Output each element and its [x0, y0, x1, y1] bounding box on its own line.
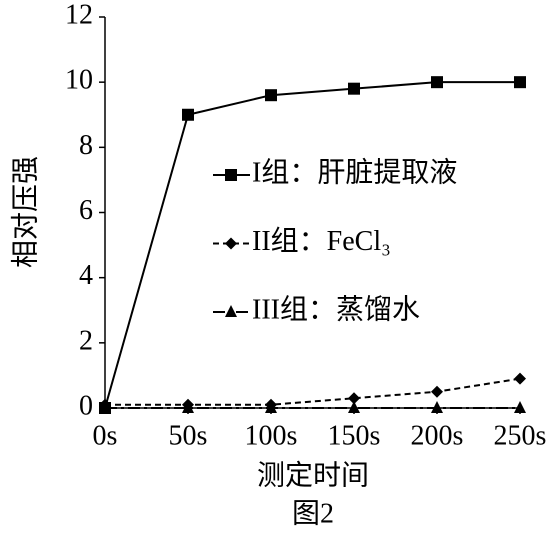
legend-label: I组：肝脏提取液 — [252, 156, 457, 188]
x-tick-label: 250s — [494, 420, 547, 451]
marker — [99, 401, 111, 413]
marker — [348, 401, 360, 413]
y-tick-label: 0 — [79, 390, 93, 421]
marker — [514, 372, 526, 385]
marker — [225, 237, 237, 250]
y-axis-label: 相对压强 — [9, 156, 41, 268]
y-tick-label: 2 — [79, 325, 93, 356]
marker — [348, 82, 360, 95]
x-axis-label: 测定时间 — [257, 459, 369, 491]
x-tick-label: 0s — [93, 420, 118, 451]
x-tick-label: 150s — [328, 420, 381, 451]
x-tick-label: 200s — [411, 420, 464, 451]
legend-label: II组：FeCl₃ — [252, 225, 391, 257]
series-line — [104, 81, 520, 409]
marker — [431, 401, 443, 413]
caption: 图2 — [292, 498, 334, 529]
y-tick-label: 10 — [65, 65, 93, 96]
marker — [182, 401, 194, 413]
marker — [514, 401, 526, 413]
marker — [431, 76, 443, 89]
x-tick-label: 50s — [169, 420, 208, 451]
y-tick-label: 4 — [79, 260, 93, 291]
marker — [431, 385, 443, 398]
marker — [265, 89, 277, 102]
x-tick-label: 100s — [245, 420, 298, 451]
series-line — [105, 377, 521, 406]
marker — [514, 76, 526, 89]
y-tick-label: 12 — [65, 0, 93, 30]
marker — [348, 392, 360, 405]
marker — [225, 305, 237, 317]
marker — [182, 108, 194, 121]
y-tick-label: 6 — [79, 195, 93, 226]
legend-label: III组：蒸馏水 — [252, 293, 420, 325]
marker — [265, 401, 277, 413]
marker — [225, 169, 237, 181]
y-tick-label: 8 — [79, 130, 93, 161]
